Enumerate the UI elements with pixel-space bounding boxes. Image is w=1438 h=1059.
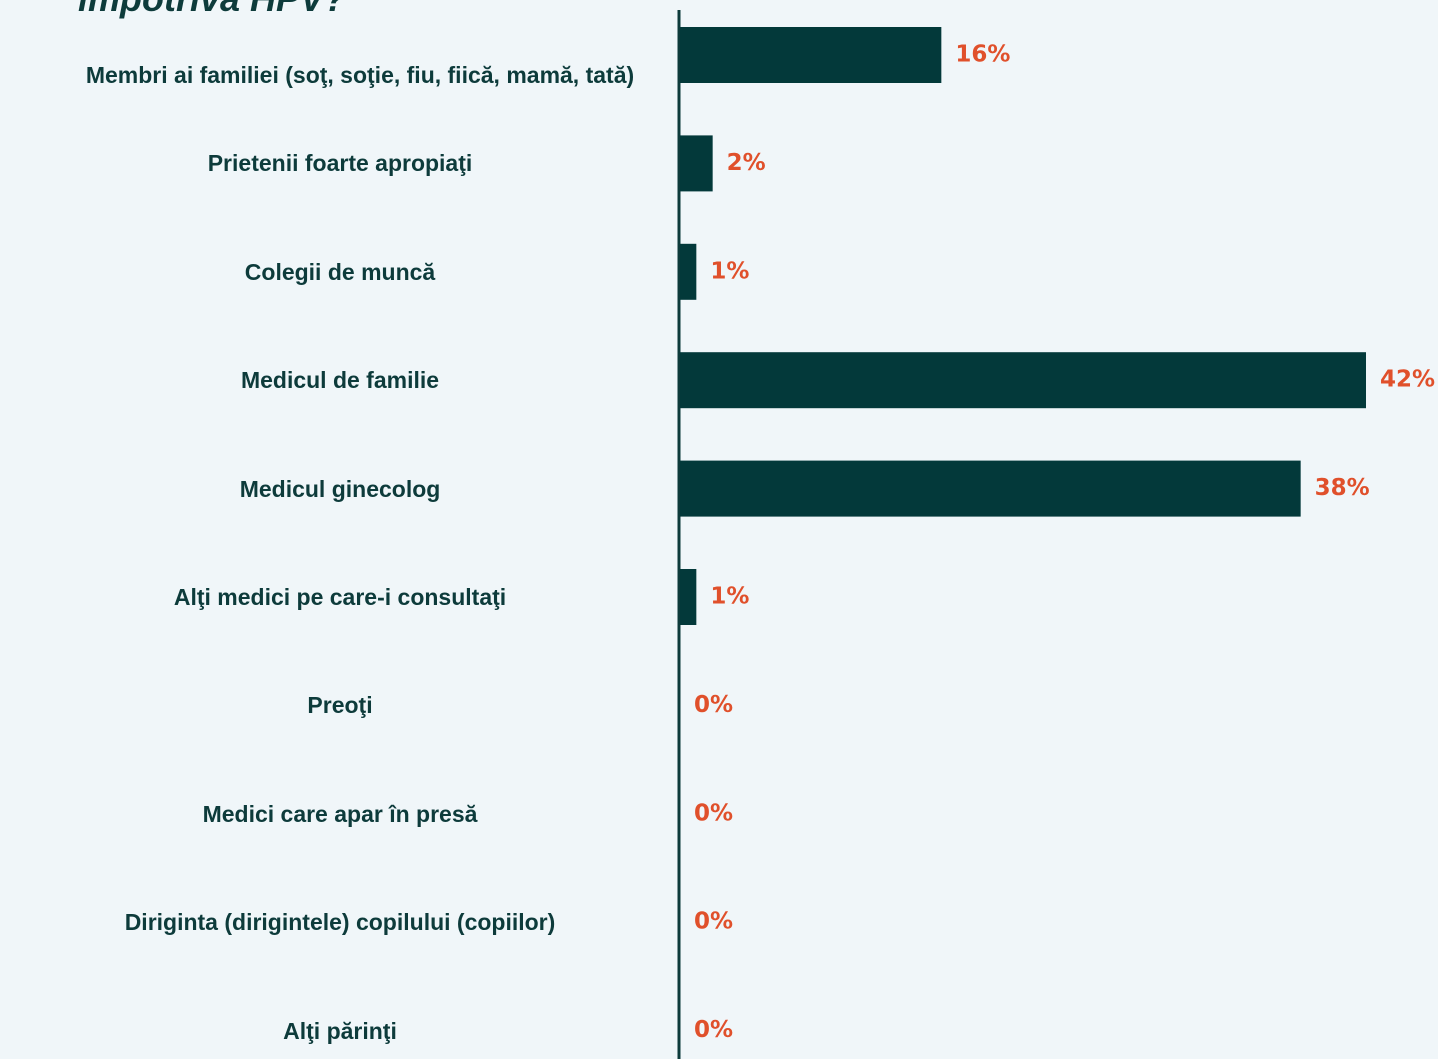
- bar: [680, 352, 1366, 409]
- bar: [680, 27, 942, 83]
- chart-title: împotriva HPV?: [78, 0, 346, 20]
- bar: [680, 243, 697, 300]
- value-label: 2%: [727, 150, 766, 176]
- value-label: 1%: [710, 584, 749, 610]
- value-label: 16%: [955, 42, 1010, 68]
- bar: [680, 460, 1301, 517]
- category-label: Medicul ginecolog: [239, 475, 441, 502]
- value-label: 0%: [694, 692, 733, 718]
- category-label: Preoţi: [307, 692, 373, 719]
- value-label: 0%: [694, 1017, 733, 1043]
- value-label: 0%: [694, 909, 733, 935]
- category-label: Medicul de familie: [240, 367, 440, 394]
- bar: [680, 135, 713, 192]
- category-label: Membri ai familiei (soţ, soţie, fiu, fii…: [85, 62, 635, 88]
- value-label: 38%: [1315, 475, 1370, 501]
- category-label: Prietenii foarte apropiaţi: [207, 150, 473, 177]
- bar: [680, 569, 697, 625]
- value-label: 42%: [1380, 367, 1435, 393]
- category-label: Alţi medici pe care-i consultaţi: [173, 584, 507, 610]
- category-label: Diriginta (dirigintele) copilului (copii…: [124, 909, 556, 936]
- category-label: Medici care apar în presă: [202, 800, 478, 827]
- category-label: Alţi părinţi: [283, 1017, 397, 1044]
- value-label: 1%: [710, 258, 749, 284]
- value-label: 0%: [694, 800, 733, 826]
- category-label: Colegii de muncă: [244, 258, 436, 285]
